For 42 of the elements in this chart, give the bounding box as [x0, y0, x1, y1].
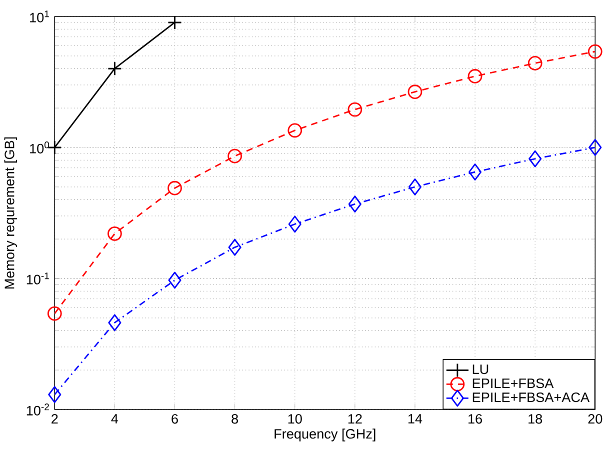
x-tick-label: 2 — [52, 414, 58, 424]
point — [168, 15, 182, 30]
point — [588, 139, 602, 156]
point — [408, 84, 422, 100]
legend-label: EPILE+FBSA+ACA — [472, 392, 590, 402]
point — [47, 140, 62, 155]
point — [348, 196, 362, 213]
y-axis-title: Memory requrement [GB] — [4, 137, 17, 289]
point — [528, 56, 542, 70]
point — [108, 61, 122, 76]
y-tick-label: 10$^{0}$ — [30, 142, 50, 154]
point — [468, 69, 482, 84]
point — [168, 272, 182, 289]
x-tick-label: 4 — [111, 414, 118, 424]
point — [228, 238, 242, 256]
legend-label: EPILE+FBSA — [472, 378, 554, 388]
x-tick-label: 8 — [232, 414, 238, 424]
x-tick-label: 6 — [172, 414, 178, 424]
point — [588, 44, 602, 59]
legend-label: LU — [472, 364, 488, 374]
x-tick-label: 14 — [408, 414, 422, 424]
point — [288, 216, 302, 233]
y-tick-label: 10$^{1}$ — [30, 10, 49, 22]
x-tick-label: 12 — [348, 414, 362, 424]
point — [228, 148, 242, 164]
x-axis-title: Frequency [GHz] — [274, 428, 376, 442]
point — [108, 226, 122, 241]
point — [168, 180, 182, 196]
x-tick-label: 16 — [468, 414, 482, 424]
x-tick-label: 20 — [588, 414, 602, 424]
x-tick-label: 10 — [288, 414, 302, 424]
point — [288, 123, 302, 138]
point — [348, 102, 362, 117]
point — [48, 386, 62, 404]
point — [47, 306, 62, 321]
point — [108, 314, 122, 332]
y-tick-label: 10$^{-2}$ — [26, 404, 49, 416]
y-tick-label: 10$^{-1}$ — [26, 272, 49, 284]
point — [468, 164, 482, 181]
x-tick-label: 18 — [528, 414, 542, 424]
point — [408, 178, 422, 196]
point — [528, 150, 542, 168]
